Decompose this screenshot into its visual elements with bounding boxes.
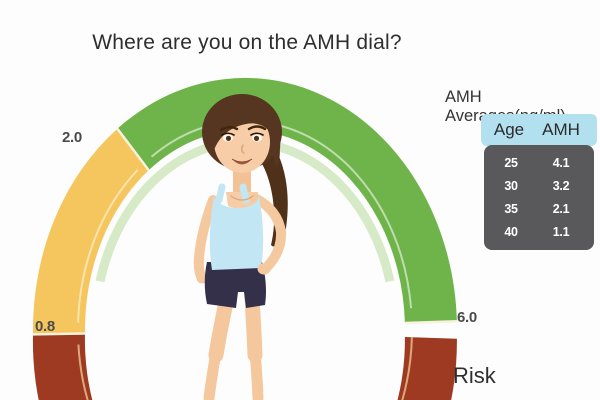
gauge-inner-highlights <box>77 119 413 400</box>
woman-right-arm <box>250 193 287 273</box>
woman-shorts <box>204 262 266 308</box>
table-row: 25 4.1 <box>504 156 570 170</box>
amh-table-header: Age AMH <box>481 114 597 146</box>
woman-eyebrows <box>219 125 267 132</box>
gauge-tick-6-0: 6.0 <box>457 309 477 326</box>
gauge-green-segment <box>117 77 457 324</box>
table-row: 35 2.1 <box>504 202 570 216</box>
woman-illustration <box>193 94 288 400</box>
woman-tank-top <box>209 195 264 270</box>
woman-nose <box>240 144 245 154</box>
gauge-tick-2-0: 2.0 <box>62 129 82 146</box>
woman-eyes <box>221 132 264 142</box>
amh-table-body: 25 4.1 30 3.2 35 2.1 40 1.1 <box>484 145 594 250</box>
gauge-segment-separators <box>32 127 457 336</box>
amh-table-header-amh: AMH <box>542 120 580 139</box>
woman-right-hand <box>257 263 271 275</box>
gauge-tick-0-8: 0.8 <box>35 318 55 335</box>
woman-collarbone <box>230 195 254 201</box>
gauge-red-segment <box>32 333 457 400</box>
woman-left-hand <box>196 272 208 284</box>
woman-hair-side <box>270 130 280 168</box>
woman-bangs <box>213 97 281 150</box>
woman-legs <box>203 290 264 400</box>
page-title: Where are you on the AMH dial? <box>92 31 402 54</box>
table-row: 30 3.2 <box>504 179 570 193</box>
table-row: 40 1.1 <box>504 225 570 239</box>
gauge-yellow-segment <box>32 128 149 335</box>
amh-table-header-age: Age <box>493 120 525 139</box>
gauge-risk-label: Risk <box>453 363 496 388</box>
woman-tank-straps <box>215 183 250 204</box>
